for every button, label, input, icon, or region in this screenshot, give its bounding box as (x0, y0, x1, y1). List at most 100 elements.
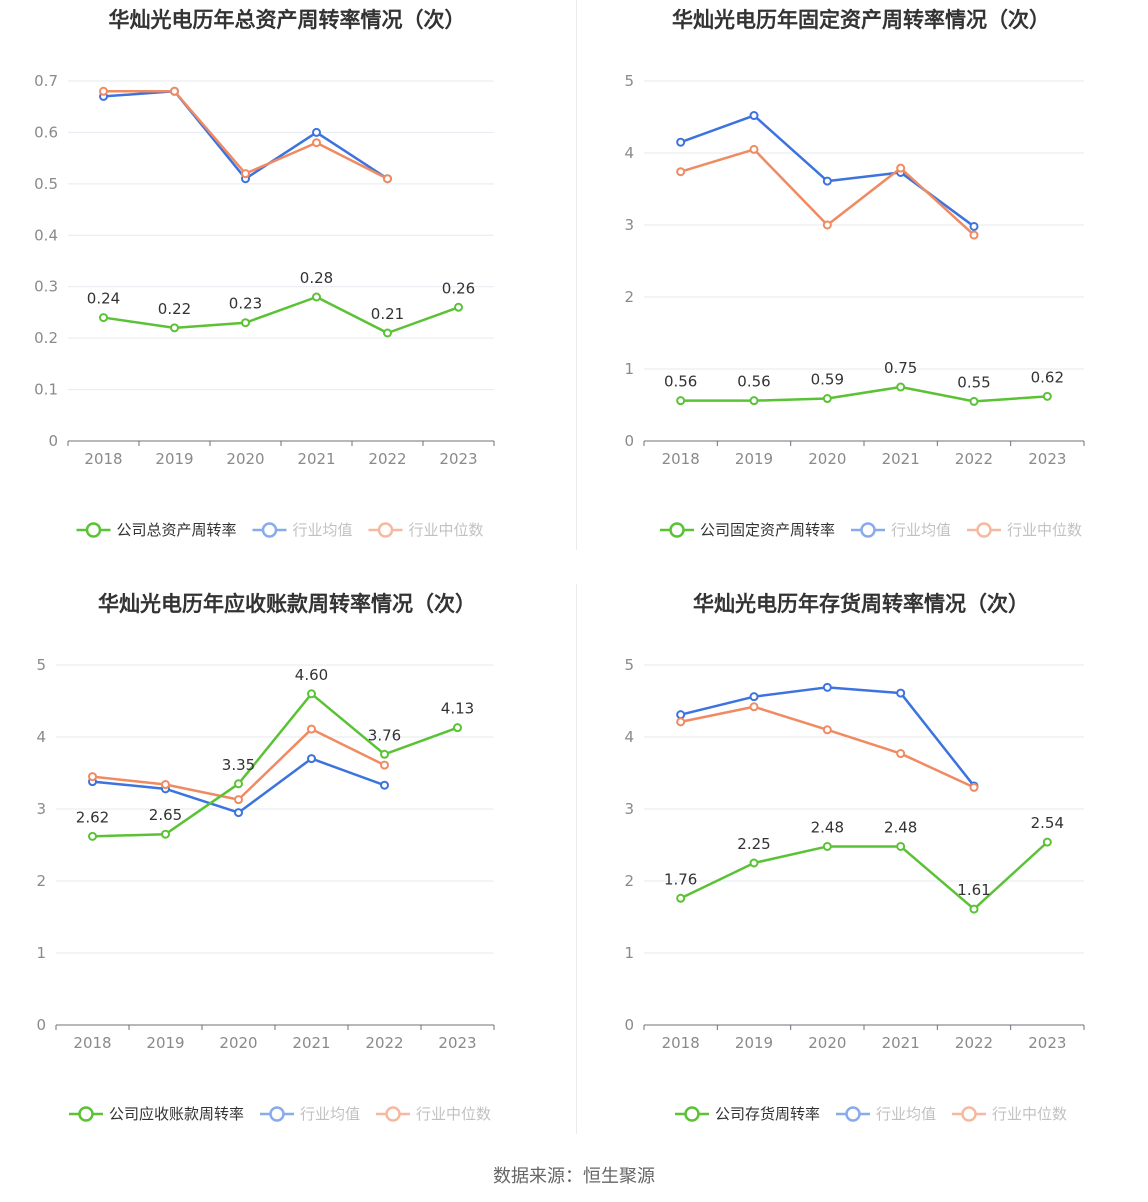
x-tick-label: 2020 (226, 450, 264, 468)
chart-svg: 华灿光电历年存货周转率情况（次） 0 1 2 3 4 5 2018 2019 2020 2021 20… (624, 592, 1085, 1123)
data-label: 1.61 (957, 881, 990, 899)
legend-label: 行业中位数 (409, 521, 484, 539)
x-tick-label: 2021 (882, 450, 920, 468)
series-line-median (103, 90, 389, 180)
data-label: 0.21 (371, 305, 404, 323)
legend-item-company[interactable]: 公司总资产周转率 (76, 521, 237, 539)
legend-item-median[interactable]: 行业中位数 (376, 1105, 491, 1123)
data-point-avg (749, 111, 759, 121)
y-tick-label: 0.4 (34, 226, 58, 244)
y-tick-label: 0.7 (34, 72, 58, 90)
data-point-avg (896, 688, 906, 698)
legend-item-median[interactable]: 行业中位数 (967, 521, 1082, 539)
y-tick-label: 0 (624, 432, 634, 450)
data-point-company (969, 396, 979, 406)
data-point-company (896, 841, 906, 851)
x-tick-label: 2023 (1028, 1034, 1066, 1052)
y-tick-label: 0.3 (34, 278, 58, 296)
data-point-company (1042, 837, 1052, 847)
x-tick-label: 2021 (882, 1034, 920, 1052)
chart-title: 华灿光电历年总资产周转率情况（次） (109, 8, 466, 32)
legend-item-avg[interactable]: 行业均值 (851, 521, 951, 539)
y-tick-label: 1 (624, 360, 634, 378)
data-point-avg (822, 682, 832, 692)
y-tick-label: 4 (36, 728, 46, 746)
legend-item-avg[interactable]: 行业均值 (836, 1105, 936, 1123)
x-tick-label: 2020 (808, 450, 846, 468)
legend-item-company[interactable]: 公司存货周转率 (675, 1105, 820, 1123)
data-point-median (241, 169, 250, 179)
legend-item-median[interactable]: 行业中位数 (368, 521, 484, 539)
x-tick-label: 2022 (368, 450, 406, 468)
data-point-avg (676, 137, 686, 147)
legend-marker (860, 522, 876, 538)
data-point-company (1042, 391, 1052, 401)
data-point-company (161, 829, 170, 839)
legend-marker (976, 522, 992, 538)
chart-svg: 华灿光电历年固定资产周转率情况（次） 0 1 2 3 4 5 2018 2019 2020 2021… (624, 8, 1085, 539)
x-tick-label: 2020 (219, 1034, 257, 1052)
x-tick-label: 2019 (155, 450, 193, 468)
chart-total-asset-turnover: 华灿光电历年总资产周转率情况（次） 0 0.1 0.2 0.3 0.4 0.5 0.6 0.7 2… (0, 0, 574, 584)
data-label: 0.55 (957, 373, 990, 391)
legend-marker (845, 1106, 861, 1122)
data-point-company (454, 302, 463, 312)
legend-label: 行业中位数 (1007, 521, 1082, 539)
data-point-median (822, 220, 832, 230)
x-tick-label: 2018 (84, 450, 122, 468)
data-point-company (170, 323, 179, 333)
y-tick-label: 0 (36, 1016, 46, 1034)
legend-marker (385, 1106, 401, 1122)
legend-item-company[interactable]: 公司应收账款周转率 (69, 1105, 244, 1123)
series-line-company (680, 841, 1049, 911)
x-tick-label: 2018 (662, 1034, 700, 1052)
data-label: 0.59 (811, 371, 844, 389)
data-point-company (822, 841, 832, 851)
y-tick-label: 4 (624, 144, 634, 162)
x-tick-label: 2018 (662, 450, 700, 468)
legend-label: 公司固定资产周转率 (700, 521, 835, 539)
data-label: 2.54 (1031, 814, 1064, 832)
data-point-company (383, 328, 392, 338)
x-tick-label: 2019 (146, 1034, 184, 1052)
data-label: 2.25 (737, 835, 770, 853)
y-tick-label: 0 (624, 1016, 634, 1034)
chart-svg: 华灿光电历年应收账款周转率情况（次） 0 1 2 3 4 5 2018 2019 2020 2021… (36, 592, 495, 1123)
chart-inventory-turnover: 华灿光电历年存货周转率情况（次） 0 1 2 3 4 5 2018 2019 2020 2021 20… (574, 584, 1148, 1168)
chart-receivables-turnover: 华灿光电历年应收账款周转率情况（次） 0 1 2 3 4 5 2018 2019 2020 2021… (0, 584, 574, 1168)
data-point-company (241, 318, 250, 328)
y-tick-label: 0 (48, 432, 58, 450)
data-point-company (307, 689, 316, 699)
data-point-avg (676, 710, 686, 720)
x-tick-label: 2020 (808, 1034, 846, 1052)
data-point-avg (307, 754, 316, 764)
data-point-median (749, 702, 759, 712)
y-tick-label: 0.2 (34, 329, 58, 347)
legend-item-avg[interactable]: 行业均值 (260, 1105, 360, 1123)
data-point-avg (969, 221, 979, 231)
data-label: 4.13 (441, 700, 474, 718)
legend-item-median[interactable]: 行业中位数 (952, 1105, 1067, 1123)
y-tick-label: 4 (624, 728, 634, 746)
data-point-company (822, 394, 832, 404)
panel-divider-bottom (576, 584, 577, 1134)
series-line-avg (103, 90, 389, 180)
legend-item-company[interactable]: 公司固定资产周转率 (660, 521, 835, 539)
data-label: 0.22 (158, 300, 191, 318)
x-tick-label: 2018 (73, 1034, 111, 1052)
x-tick-label: 2023 (439, 450, 477, 468)
panel-divider-top (576, 0, 577, 550)
legend-label: 行业均值 (891, 521, 951, 539)
data-point-median (312, 138, 321, 148)
y-tick-label: 0.1 (34, 381, 58, 399)
data-point-company (380, 749, 389, 759)
data-point-median (170, 86, 179, 96)
data-point-avg (380, 780, 389, 790)
data-point-median (969, 230, 979, 240)
data-point-median (822, 725, 832, 735)
data-label: 2.65 (149, 806, 182, 824)
data-label: 3.35 (222, 756, 255, 774)
legend-marker (961, 1106, 977, 1122)
legend-item-avg[interactable]: 行业均值 (252, 521, 353, 539)
data-point-median (307, 724, 316, 734)
